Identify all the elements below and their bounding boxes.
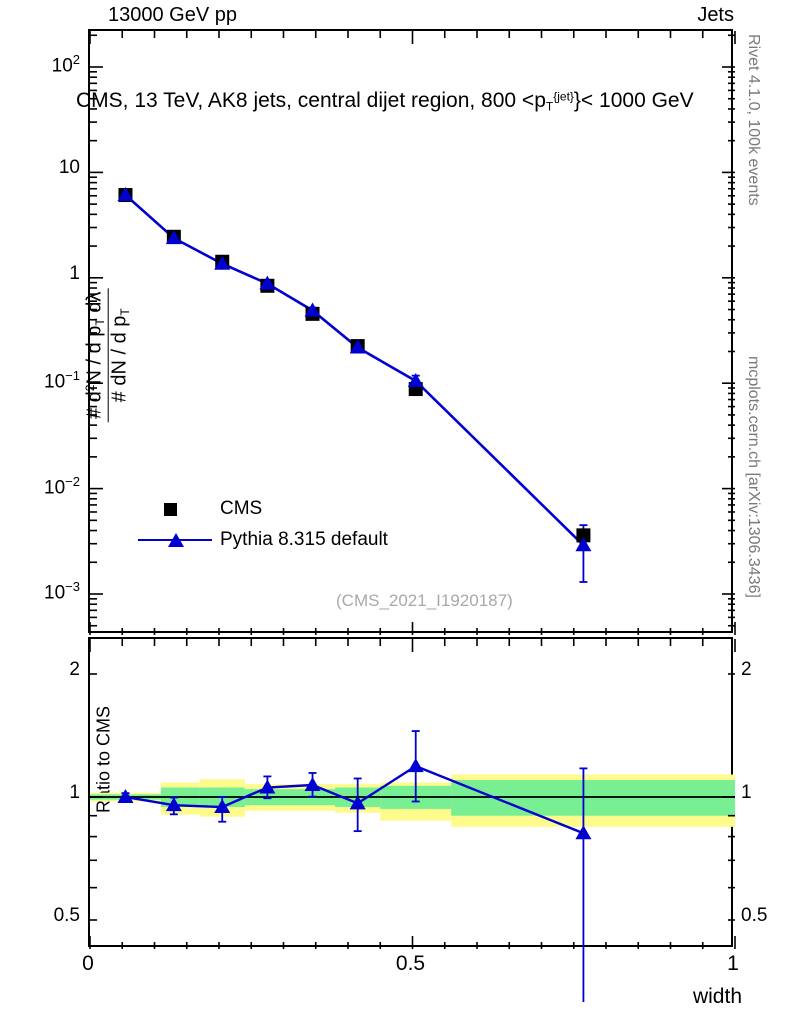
pythia-marker bbox=[214, 255, 231, 270]
main-plot-canvas bbox=[89, 31, 736, 635]
main-plot-panel: # d2N / d pT dλ # dN / d pT CMS, 13 TeV,… bbox=[76, 29, 736, 635]
x-tick-label: 0.5 bbox=[395, 952, 426, 975]
pythia-marker bbox=[304, 302, 321, 317]
y-tick-label: 102 bbox=[51, 52, 80, 77]
legend-marker-square-icon bbox=[138, 498, 212, 520]
ratio-marker bbox=[349, 795, 366, 810]
plot-title-sub: T bbox=[545, 99, 554, 114]
analysis-id-watermark: (CMS_2021_I1920187) bbox=[336, 591, 513, 610]
ratio-marker bbox=[304, 776, 321, 791]
y-tick-label: 1 bbox=[69, 262, 80, 284]
legend-item-cms[interactable]: CMS bbox=[138, 493, 388, 524]
ratio-tick-label-right: 2 bbox=[741, 659, 752, 680]
legend-item-pythia[interactable]: Pythia 8.315 default bbox=[138, 524, 388, 555]
ratio-marker bbox=[259, 779, 276, 794]
y-tick-label: 10−2 bbox=[44, 473, 80, 498]
header-category-label: Jets bbox=[697, 4, 734, 26]
x-axis-title: width bbox=[692, 985, 742, 1008]
legend-label-pythia: Pythia 8.315 default bbox=[220, 528, 388, 550]
ratio-marker bbox=[214, 799, 231, 814]
y-tick-label: 10 bbox=[58, 157, 80, 179]
y-tick-label: 10−3 bbox=[44, 579, 80, 604]
ratio-plot-canvas bbox=[89, 639, 736, 1002]
pythia-marker bbox=[117, 187, 134, 202]
ratio-tick-label: 2 bbox=[69, 659, 80, 680]
rivet-version-note: Rivet 4.1.0, 100k events bbox=[745, 34, 762, 206]
ratio-tick-label-right: 1 bbox=[741, 782, 752, 803]
plot-title-tail: }< 1000 GeV bbox=[573, 89, 694, 112]
cms-marker bbox=[576, 528, 591, 543]
x-tick-label: 1 bbox=[727, 952, 739, 975]
mcplots-source-note: mcplots.cern.ch [arXiv:1306.3436] bbox=[745, 356, 762, 598]
legend-label-cms: CMS bbox=[220, 497, 263, 519]
pythia-marker bbox=[259, 275, 276, 290]
pythia-marker bbox=[575, 537, 592, 552]
pythia-marker bbox=[349, 339, 366, 354]
plot-title: CMS, 13 TeV, AK8 jets, central dijet reg… bbox=[76, 89, 694, 113]
plot-title-sup: {jet} bbox=[553, 89, 574, 104]
legend-marker-triangle-icon bbox=[138, 529, 212, 551]
ratio-plot-panel: Ratio to CMS bbox=[88, 637, 736, 1002]
ratio-marker bbox=[575, 825, 592, 840]
ratio-tick-label-right: 0.5 bbox=[741, 905, 768, 926]
pythia-marker bbox=[165, 230, 182, 245]
y-tick-label: 10−1 bbox=[44, 368, 80, 393]
header-beam-label: 13000 GeV pp bbox=[108, 4, 237, 26]
ratio-marker bbox=[165, 797, 182, 812]
ratio-marker bbox=[407, 758, 424, 773]
ratio-marker bbox=[117, 789, 134, 803]
ratio-tick-label: 0.5 bbox=[53, 905, 80, 926]
ratio-tick-label: 1 bbox=[69, 782, 80, 803]
plot-title-main: CMS, 13 TeV, AK8 jets, central dijet reg… bbox=[76, 89, 546, 112]
legend: CMS Pythia 8.315 default bbox=[138, 493, 388, 555]
x-tick-label: 0 bbox=[82, 952, 94, 975]
pythia-marker bbox=[407, 372, 424, 387]
